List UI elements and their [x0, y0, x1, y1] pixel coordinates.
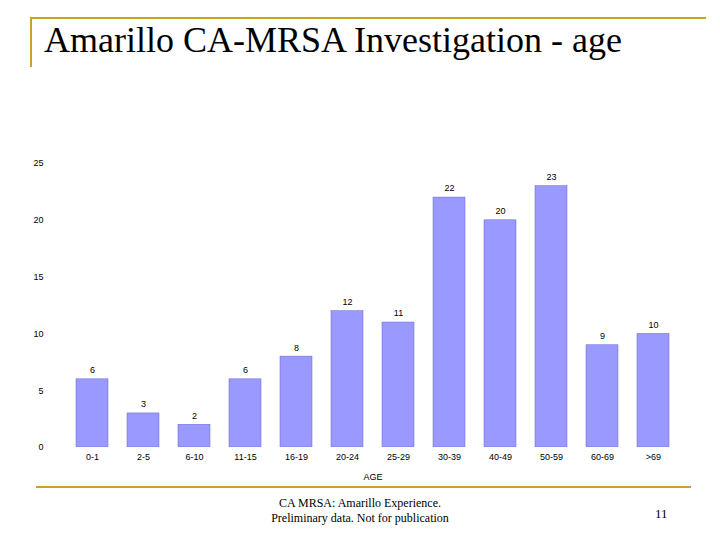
svg-text:6: 6 — [90, 365, 95, 375]
svg-text:2-5: 2-5 — [137, 452, 150, 462]
svg-text:8: 8 — [294, 343, 299, 353]
svg-text:10: 10 — [33, 329, 43, 339]
svg-text:23: 23 — [546, 172, 556, 182]
svg-text:20-24: 20-24 — [336, 452, 359, 462]
svg-text:5: 5 — [38, 386, 43, 396]
svg-text:11: 11 — [394, 308, 403, 318]
html-text:11: 11 — [655, 506, 668, 521]
svg-text:22: 22 — [444, 183, 454, 193]
svg-text:10: 10 — [648, 320, 658, 330]
svg-text:9: 9 — [600, 331, 605, 341]
svg-text:20: 20 — [33, 215, 43, 225]
svg-text:50-59: 50-59 — [540, 452, 563, 462]
svg-text:>69: >69 — [646, 452, 661, 462]
svg-text:6: 6 — [243, 365, 248, 375]
svg-text:12: 12 — [342, 297, 352, 307]
svg-text:15: 15 — [33, 272, 43, 282]
svg-text:60-69: 60-69 — [591, 452, 614, 462]
svg-text:6-10: 6-10 — [185, 452, 203, 462]
svg-text:0-1: 0-1 — [86, 452, 99, 462]
svg-text:40-49: 40-49 — [489, 452, 512, 462]
svg-text:2: 2 — [192, 411, 197, 421]
svg-text:3: 3 — [141, 399, 146, 409]
svg-text:AGE: AGE — [363, 472, 382, 482]
svg-text:25: 25 — [33, 158, 43, 168]
svg-text:25-29: 25-29 — [387, 452, 410, 462]
svg-text:16-19: 16-19 — [285, 452, 308, 462]
html-text:CA MRSA: Amarillo Experience.: CA MRSA: Amarillo Experience. — [279, 496, 441, 510]
html-text:Amarillo CA-MRSA Investigation: Amarillo CA-MRSA Investigation - age — [44, 20, 622, 60]
svg-text:20: 20 — [495, 206, 505, 216]
svg-text:30-39: 30-39 — [438, 452, 461, 462]
svg-text:0: 0 — [38, 442, 43, 452]
html-text:Preliminary data. Not for publ: Preliminary data. Not for publication — [271, 511, 449, 525]
svg-text:11-15: 11-15 — [234, 452, 256, 462]
